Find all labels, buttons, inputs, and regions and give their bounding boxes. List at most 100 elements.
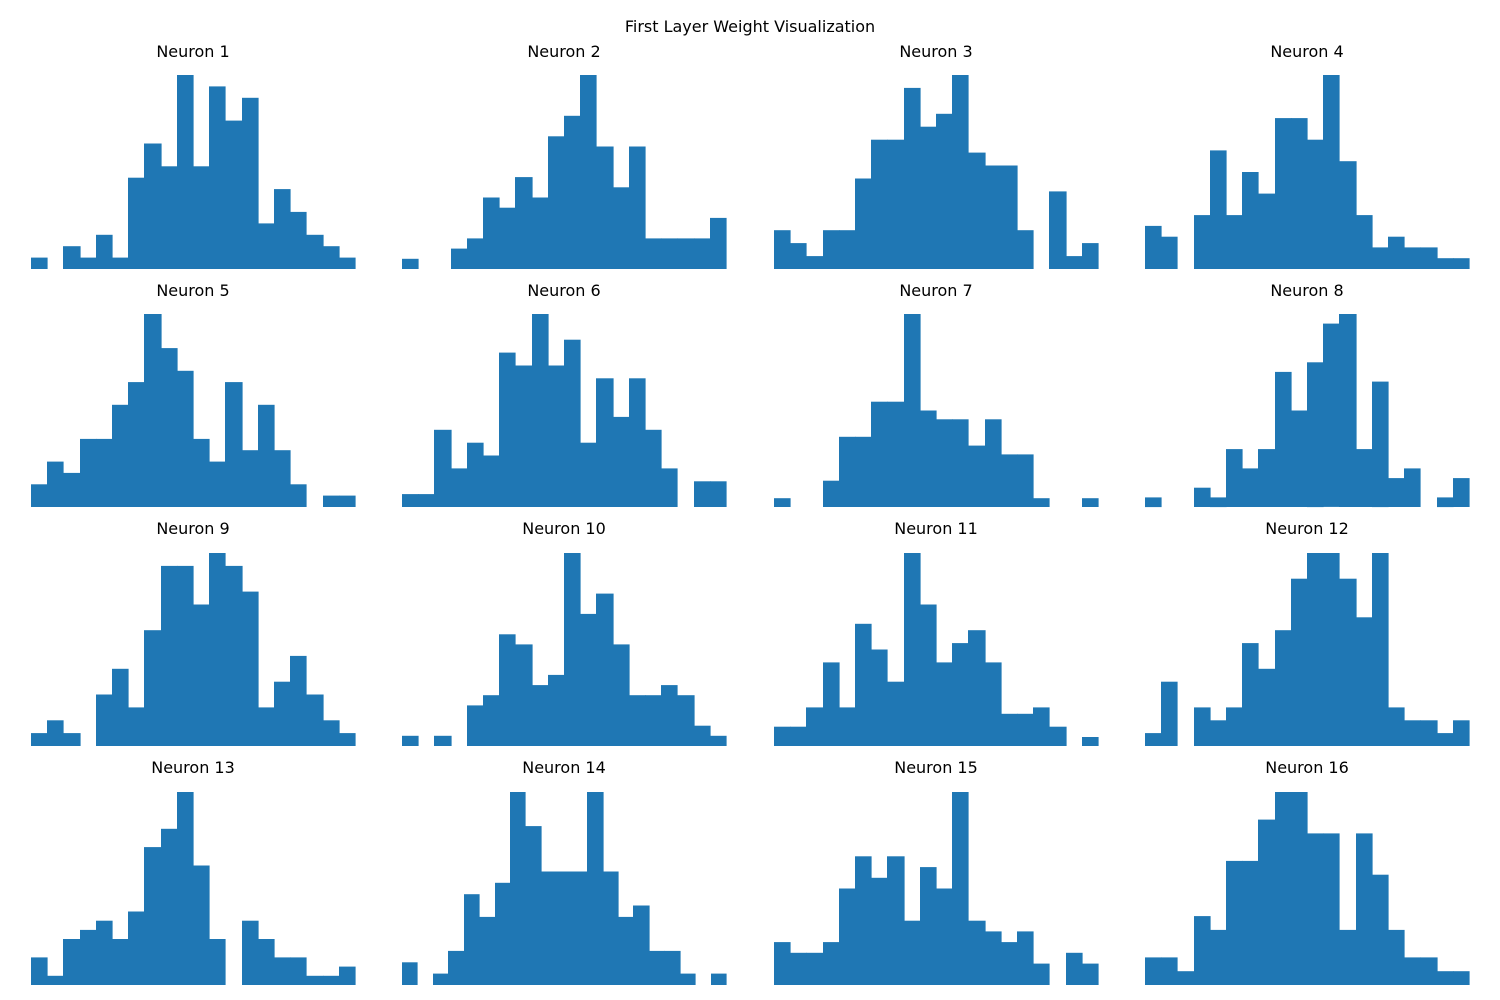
histogram-bar bbox=[274, 450, 291, 507]
histogram-bar bbox=[290, 655, 307, 746]
histogram-bar bbox=[177, 565, 194, 746]
histogram-bar bbox=[580, 613, 597, 746]
histogram-bar bbox=[1082, 737, 1099, 746]
panel-title: Neuron 9 bbox=[156, 519, 229, 538]
histogram-bar bbox=[323, 720, 340, 746]
histogram-bar bbox=[823, 230, 840, 269]
histogram-bar bbox=[1066, 952, 1083, 985]
histogram-bar bbox=[144, 314, 162, 507]
histogram-bar bbox=[433, 973, 449, 985]
panel-title: Neuron 10 bbox=[522, 519, 606, 538]
histogram-bar bbox=[985, 419, 1002, 507]
histogram-bar bbox=[306, 234, 324, 269]
histogram-bar bbox=[483, 455, 500, 507]
histogram-bar bbox=[1453, 258, 1470, 269]
histogram-bar bbox=[790, 726, 807, 746]
histogram-bar bbox=[209, 939, 226, 985]
panel-title: Neuron 8 bbox=[1270, 281, 1343, 300]
histogram-panel-10: Neuron 10 bbox=[402, 519, 727, 746]
histogram-bar bbox=[31, 257, 48, 269]
histogram-bar bbox=[532, 197, 549, 269]
histogram-bar bbox=[790, 952, 807, 985]
histogram-bar bbox=[711, 973, 727, 985]
histogram-bar bbox=[596, 593, 614, 746]
histogram-bar bbox=[839, 436, 856, 507]
panel-title: Neuron 13 bbox=[151, 758, 235, 777]
histogram-bar bbox=[661, 468, 678, 507]
histogram-bar bbox=[1210, 929, 1227, 985]
histogram-panel-8: Neuron 8 bbox=[1145, 281, 1470, 508]
histogram-panel-9: Neuron 9 bbox=[31, 519, 356, 746]
histogram-bar bbox=[1388, 929, 1405, 985]
histogram-bar bbox=[31, 484, 48, 507]
histogram-bar bbox=[1194, 707, 1211, 746]
panel-title: Neuron 16 bbox=[1265, 758, 1349, 777]
histogram-bar bbox=[515, 644, 533, 746]
histogram-bar bbox=[920, 867, 937, 985]
panel-title: Neuron 5 bbox=[156, 281, 229, 300]
histogram-bar bbox=[806, 707, 824, 746]
histogram-bar bbox=[952, 643, 969, 746]
histogram-bar bbox=[887, 139, 905, 269]
histogram-bar bbox=[161, 565, 178, 746]
histogram-bar bbox=[242, 450, 259, 507]
histogram-bar bbox=[871, 877, 888, 985]
histogram-bar bbox=[193, 438, 210, 507]
histogram-bar bbox=[952, 419, 969, 507]
histogram-bar bbox=[80, 929, 97, 985]
histogram-bar bbox=[904, 920, 921, 985]
histogram-bar bbox=[823, 662, 840, 746]
histogram-bar bbox=[1388, 478, 1405, 507]
histogram-bar bbox=[402, 735, 419, 746]
histogram-bar bbox=[467, 238, 484, 269]
histogram-bar bbox=[1066, 256, 1083, 269]
histogram-bar bbox=[985, 662, 1002, 746]
histogram-bar bbox=[1033, 707, 1050, 746]
histogram-bar bbox=[451, 468, 468, 507]
histogram-bar bbox=[1275, 792, 1292, 985]
histogram-bar bbox=[1291, 410, 1308, 507]
histogram-bar bbox=[112, 939, 129, 985]
histogram-bar bbox=[1356, 833, 1373, 985]
histogram-bar bbox=[290, 484, 307, 507]
figure-title: First Layer Weight Visualization bbox=[625, 17, 875, 36]
histogram-bar bbox=[603, 871, 619, 985]
histogram-bar bbox=[920, 126, 937, 269]
histogram-bar bbox=[1242, 860, 1259, 985]
histogram-bar bbox=[871, 139, 888, 269]
histogram-bar bbox=[774, 498, 791, 507]
histogram-bar bbox=[515, 365, 533, 507]
panel-title: Neuron 15 bbox=[894, 758, 978, 777]
histogram-bar bbox=[613, 416, 630, 507]
histogram-bar bbox=[464, 894, 480, 985]
histogram-bar bbox=[823, 942, 840, 985]
histogram-bar bbox=[1194, 916, 1211, 985]
histogram-bar bbox=[1177, 971, 1195, 985]
histogram-bar bbox=[1049, 191, 1067, 269]
histogram-bar bbox=[323, 495, 340, 507]
histogram-bar bbox=[694, 481, 711, 507]
histogram-bar bbox=[96, 920, 113, 985]
histogram-bar bbox=[920, 410, 937, 507]
histogram-bar bbox=[1001, 165, 1018, 269]
histogram-bar bbox=[499, 352, 516, 507]
histogram-bar bbox=[1258, 449, 1276, 507]
histogram-panel-3: Neuron 3 bbox=[774, 42, 1099, 270]
histogram-bar bbox=[274, 957, 291, 985]
histogram-bar bbox=[572, 871, 588, 985]
histogram-bar bbox=[790, 243, 807, 269]
histogram-bar bbox=[225, 120, 243, 269]
histogram-bar bbox=[1437, 971, 1454, 985]
histogram-bar bbox=[968, 630, 986, 746]
histogram-bar bbox=[904, 553, 921, 746]
histogram-bar bbox=[96, 694, 113, 746]
histogram-bar bbox=[1291, 118, 1308, 269]
histogram-bar bbox=[193, 604, 210, 746]
histogram-bar bbox=[664, 950, 681, 985]
histogram-bar bbox=[144, 630, 162, 746]
histogram-bar bbox=[855, 856, 872, 985]
histogram-bar bbox=[483, 197, 500, 269]
histogram-panel-15: Neuron 15 bbox=[774, 758, 1099, 985]
histogram-bar bbox=[580, 75, 597, 269]
